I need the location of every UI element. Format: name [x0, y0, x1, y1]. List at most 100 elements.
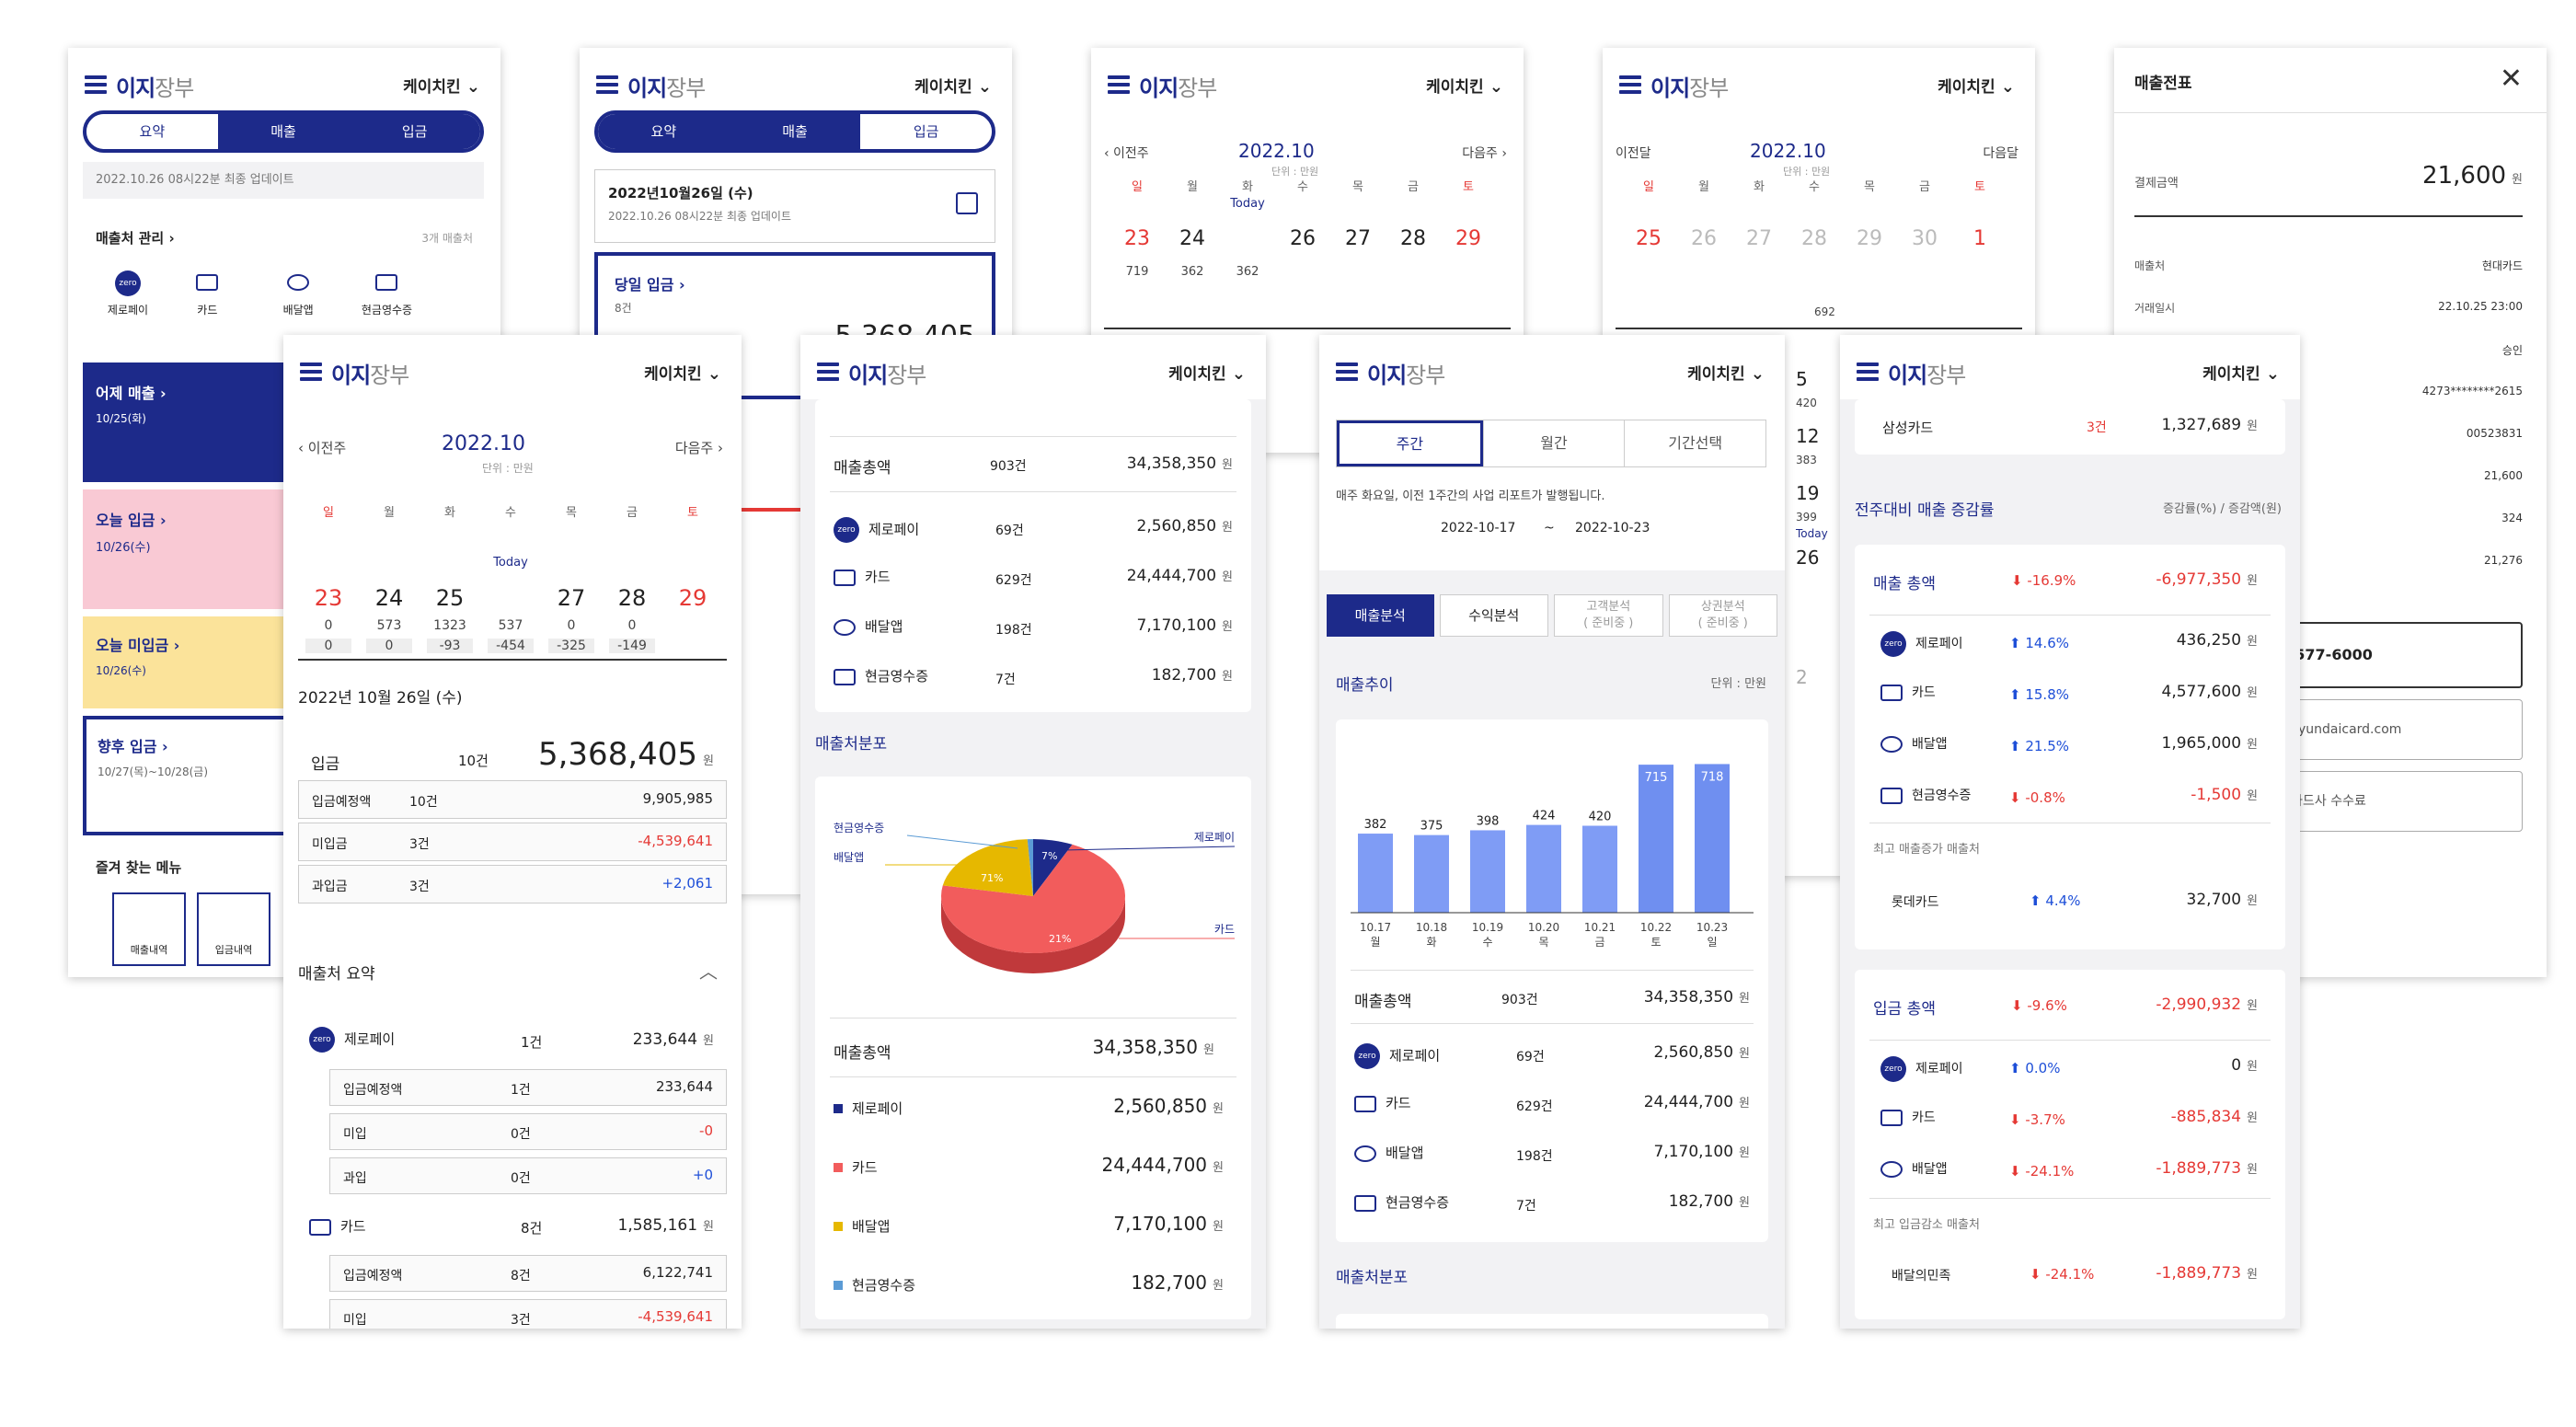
prev-week[interactable]: ‹ 이전주: [298, 440, 347, 456]
date-cell[interactable]: 29: [1857, 227, 1882, 250]
menu-icon[interactable]: [85, 75, 107, 94]
close-icon[interactable]: ✕: [2499, 63, 2523, 95]
menu-icon[interactable]: [1336, 363, 1358, 381]
zeropay-shortcut[interactable]: zero 제로페이: [96, 270, 160, 317]
date-cell[interactable]: 27: [1345, 227, 1371, 250]
tab-sales[interactable]: 매출: [217, 114, 350, 149]
deposit-amount: 5,368,405 원: [537, 736, 714, 773]
fav-sales[interactable]: 매출내역: [112, 892, 186, 966]
analysis-tabs: 매출분석 수익분석 고객분석 ( 준비중 ) 상권분석 ( 준비중 ): [1327, 594, 1777, 637]
tab-deposit[interactable]: 입금: [860, 114, 992, 149]
growth-name: 현금영수증: [1912, 788, 1972, 803]
zeropay-label: zero 제로페이: [309, 1027, 395, 1053]
date-cell[interactable]: 26: [1691, 227, 1717, 250]
date-cell[interactable]: 23: [1124, 227, 1150, 250]
bar-5: [1639, 765, 1673, 913]
date-cell[interactable]: 25: [435, 585, 465, 611]
item-amount: 2,560,850 원: [1654, 1043, 1751, 1062]
receipt-shortcut[interactable]: 현금영수증: [345, 274, 428, 317]
date-cell[interactable]: 25: [1220, 221, 1275, 258]
calendar-icon[interactable]: [956, 192, 978, 214]
date-cell[interactable]: 27: [1746, 227, 1772, 250]
next-week[interactable]: 다음주 ›: [1462, 146, 1507, 161]
down-arrow-pct: ⬇ -3.7%: [2009, 1111, 2065, 1128]
menu-icon[interactable]: [817, 363, 839, 381]
date-cell[interactable]: 29: [1455, 227, 1481, 250]
merchant-title[interactable]: 매출처 관리 ›: [96, 230, 175, 247]
breakdown-amount: -4,539,641: [638, 1308, 713, 1325]
unit-label: 원: [2247, 635, 2258, 649]
tab-profit-analysis[interactable]: 수익분석: [1439, 594, 1548, 637]
prev-month[interactable]: 이전달: [1616, 146, 1651, 161]
tab-customer-analysis[interactable]: 고객분석 ( 준비중 ): [1554, 594, 1663, 637]
store-selector[interactable]: 케이치킨: [1426, 74, 1503, 97]
card-icon: [196, 274, 219, 291]
date-cell[interactable]: 24: [374, 585, 404, 611]
menu-icon[interactable]: [1619, 75, 1641, 94]
menu-icon[interactable]: [1857, 363, 1879, 381]
menu-icon[interactable]: [300, 363, 322, 381]
legend-item: 카드: [834, 1157, 878, 1177]
date-cell[interactable]: 29: [678, 585, 707, 611]
date-cell[interactable]: 28: [1801, 227, 1827, 250]
pie-pct-label: 21%: [1049, 933, 1071, 945]
legend-swatch: [834, 1104, 843, 1113]
tab-weekly[interactable]: 주간: [1337, 420, 1483, 466]
unit-label: 원: [2247, 738, 2258, 752]
breakdown-label: 입금예정액: [312, 795, 372, 810]
breakdown-amount: +0: [692, 1167, 713, 1183]
card-shortcut[interactable]: 카드: [164, 274, 251, 317]
store-selector[interactable]: 케이치킨: [644, 361, 721, 384]
item-amount: 7,170,100 원: [1654, 1143, 1751, 1161]
receipt-value: 21,600: [2484, 469, 2523, 482]
date-cell[interactable]: 23: [314, 585, 343, 611]
prev-week[interactable]: ‹ 이전주: [1104, 146, 1149, 161]
tab-sales-analysis[interactable]: 매출분석: [1327, 594, 1434, 637]
date-cell[interactable]: 24: [1179, 227, 1205, 250]
collapse-icon[interactable]: ︿: [699, 961, 718, 983]
tab-area-analysis[interactable]: 상권분석 ( 준비중 ): [1668, 594, 1777, 637]
date-picker[interactable]: 2022년10월26일 (수) 2022.10.26 08시22분 최종 업데이…: [594, 169, 995, 243]
store-selector[interactable]: 케이치킨: [1168, 361, 1246, 384]
total-label: 매출총액: [834, 1044, 891, 1063]
pie-slice-3: [1027, 839, 1033, 896]
store-selector[interactable]: 케이치킨: [403, 74, 480, 97]
breakdown-amount: 6,122,741: [642, 1264, 713, 1281]
scooter-icon: [1880, 736, 1903, 753]
breakdown-label: 미입: [343, 1127, 367, 1142]
date-cell[interactable]: 27: [557, 585, 586, 611]
tab-summary[interactable]: 요약: [86, 114, 218, 149]
store-selector[interactable]: 케이치킨: [1687, 361, 1765, 384]
store-selector[interactable]: 케이치킨: [1938, 74, 2015, 97]
tab-sales[interactable]: 매출: [729, 114, 861, 149]
menu-icon[interactable]: [1108, 75, 1130, 94]
favorites-title: 즐겨 찾는 메뉴: [96, 859, 182, 876]
delivery-shortcut[interactable]: 배달앱: [255, 274, 342, 317]
weekday-label: 화: [444, 506, 455, 520]
today-label: Today: [1230, 197, 1265, 211]
weekday-label: 일: [1132, 180, 1143, 194]
amount-value: -885,834: [2170, 1108, 2242, 1126]
next-month[interactable]: 다음달: [1983, 146, 2018, 161]
tab-monthly[interactable]: 월간: [1482, 420, 1625, 466]
weekday-label: 토: [1974, 180, 1985, 194]
date-cell[interactable]: 26: [480, 580, 541, 616]
date-cell[interactable]: 1: [1973, 227, 1986, 250]
store-selector[interactable]: 케이치킨: [914, 74, 992, 97]
next-week[interactable]: 다음주 ›: [674, 440, 723, 456]
date-cell[interactable]: 28: [617, 585, 647, 611]
tab-deposit[interactable]: 입금: [349, 114, 480, 149]
date-cell[interactable]: 25: [1636, 227, 1662, 250]
store-selector[interactable]: 케이치킨: [2202, 361, 2280, 384]
date-cell[interactable]: 26: [1290, 227, 1316, 250]
menu-icon[interactable]: [596, 75, 618, 94]
tab-summary[interactable]: 요약: [598, 114, 730, 149]
amount-value: 24,444,700: [1643, 1093, 1734, 1111]
date-cell[interactable]: 30: [1912, 227, 1938, 250]
dist-card: [1336, 1314, 1768, 1329]
breakdown-amount: -0: [699, 1122, 713, 1139]
tab-range[interactable]: 기간선택: [1624, 420, 1765, 466]
growth-amount: 4,577,600 원: [2162, 683, 2259, 701]
date-cell[interactable]: 28: [1400, 227, 1426, 250]
fav-deposit[interactable]: 입금내역: [197, 892, 270, 966]
